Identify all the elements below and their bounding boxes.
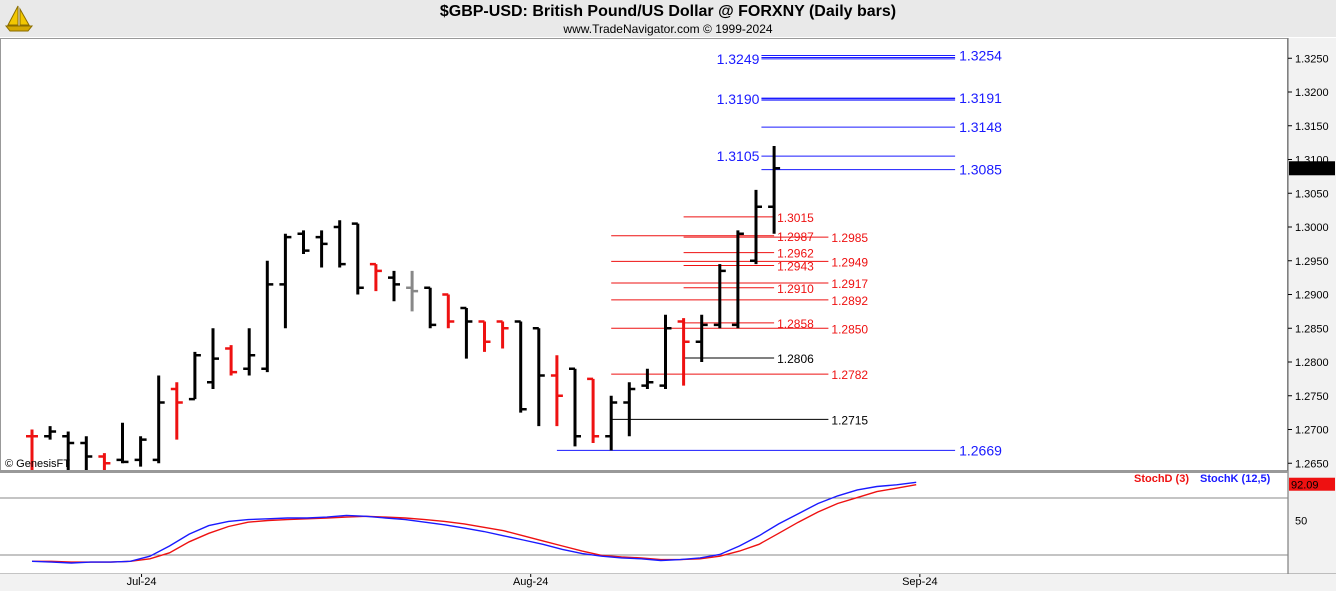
date-tick-label: Aug-24 — [513, 576, 548, 588]
price-tick-label: 1.3150 — [1295, 121, 1329, 133]
price-tick-label: 1.2800 — [1295, 357, 1329, 369]
stoch-legend-label: StochK (12,5) — [1200, 473, 1271, 485]
stoch-tick-label: 50 — [1295, 516, 1307, 528]
stoch-series-line — [32, 484, 917, 563]
level-label: 1.3191 — [959, 90, 1002, 106]
stoch-last-label: 92.09 — [1291, 480, 1319, 492]
level-label: 1.3249 — [717, 51, 760, 67]
level-label: 1.3148 — [959, 119, 1002, 135]
stoch-legend-label: StochD (3) — [1134, 473, 1189, 485]
price-tick-label: 1.3000 — [1295, 222, 1329, 234]
stochastic-panel: 50 92.09 StochD (3) StochK (12,5) Jul-24 Aug-… — [0, 473, 1336, 591]
price-tick-label: 1.3250 — [1295, 53, 1329, 65]
level-label: 1.2850 — [831, 322, 868, 336]
stoch-series-line — [31, 481, 917, 564]
level-label: 1.2806 — [777, 352, 814, 366]
level-label: 1.2962 — [777, 247, 814, 261]
level-label: 1.2917 — [831, 277, 868, 291]
level-label: 1.2715 — [831, 413, 868, 427]
price-panel-frame — [0, 38, 1288, 471]
price-axis-background — [1288, 38, 1336, 578]
price-tick-label: 1.2750 — [1295, 391, 1329, 403]
price-tick-label: 1.2950 — [1295, 256, 1329, 268]
price-tick-label: 1.3050 — [1295, 188, 1329, 200]
level-label: 1.2949 — [831, 255, 868, 269]
level-label: 1.3085 — [959, 162, 1002, 178]
chart-title: $GBP-USD: British Pound/US Dollar @ FORX… — [439, 3, 897, 20]
level-label: 1.3105 — [717, 148, 760, 164]
genesis-watermark: © GenesisFT — [5, 458, 70, 470]
level-label: 1.2910 — [777, 282, 814, 296]
date-tick-label: Jul-24 — [127, 576, 157, 588]
level-label: 1.2943 — [777, 259, 814, 273]
level-label: 1.2985 — [831, 231, 868, 245]
last-price-label: 1.3087 — [1291, 163, 1325, 175]
level-label: 1.2669 — [959, 442, 1002, 458]
date-axis-background — [0, 574, 1336, 591]
chart-subtitle: www.TradeNavigator.com © 1999-2024 — [563, 22, 773, 36]
level-label: 1.2892 — [831, 294, 868, 308]
price-panel: 1.2650 1.2700 1.2750 1.2800 1.2850 1.2900 1.29… — [0, 38, 1336, 578]
header-bar — [0, 0, 1336, 37]
level-label: 1.2858 — [777, 317, 814, 331]
level-label: 1.3254 — [959, 48, 1002, 64]
price-tick-label: 1.3200 — [1295, 87, 1329, 99]
price-tick-label: 1.2850 — [1295, 323, 1329, 335]
price-tick-label: 1.2650 — [1295, 458, 1329, 470]
level-label: 1.2782 — [831, 368, 868, 382]
price-tick-label: 1.2700 — [1295, 425, 1329, 437]
price-tick-label: 1.2900 — [1295, 290, 1329, 302]
last-price-box — [1289, 161, 1335, 176]
stoch-last-box — [1289, 477, 1335, 491]
level-label: 1.3015 — [777, 211, 814, 225]
level-label: 1.3190 — [717, 91, 760, 107]
date-tick-label: Sep-24 — [902, 576, 937, 588]
sailboat-logo-icon — [4, 3, 34, 33]
